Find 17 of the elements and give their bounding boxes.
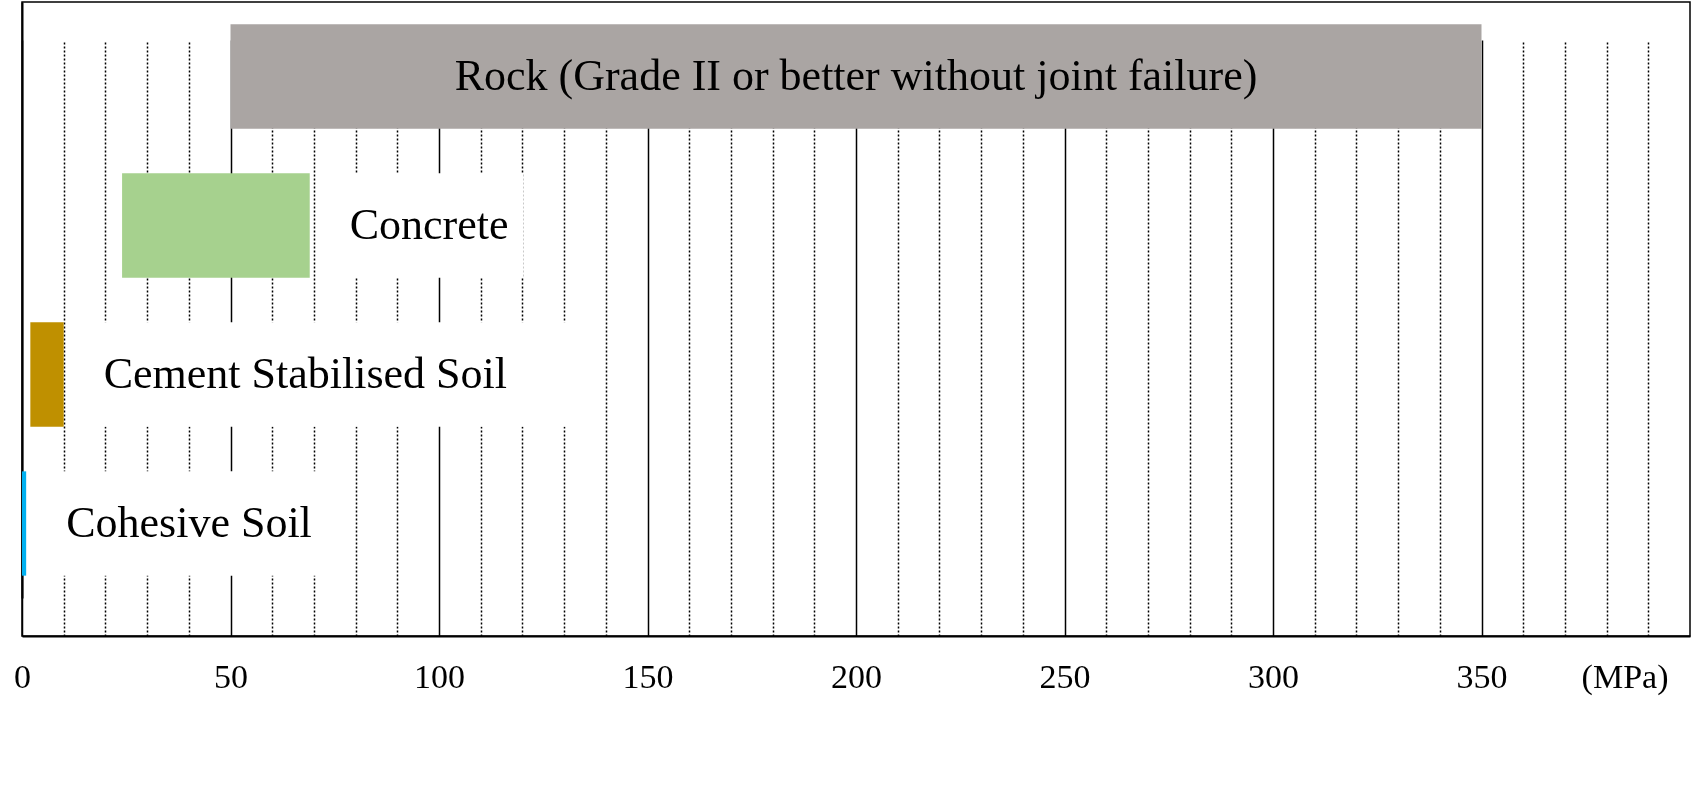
x-axis-title: (MPa)	[1581, 657, 1669, 696]
x-tick-label: 150	[622, 657, 674, 695]
y-tick-label: Concrete	[349, 199, 509, 249]
x-tick-label: 200	[831, 657, 882, 695]
y-tick-label: Rock (Grade II or better without joint failure)	[454, 50, 1258, 100]
x-tick-label: 50	[214, 657, 248, 695]
bar	[22, 471, 27, 576]
bar	[122, 173, 310, 278]
x-tick-label: 0	[14, 657, 31, 695]
y-tick-label: Cement Stabilised Soil	[103, 348, 508, 398]
y-tick-label: Cohesive Soil	[66, 497, 312, 547]
bar	[30, 322, 64, 427]
bar	[230, 24, 1482, 129]
x-tick-label: 350	[1456, 657, 1508, 695]
x-tick-label: 300	[1248, 657, 1299, 695]
x-tick-label: 100	[414, 657, 465, 695]
x-tick-label: 250	[1039, 657, 1091, 695]
